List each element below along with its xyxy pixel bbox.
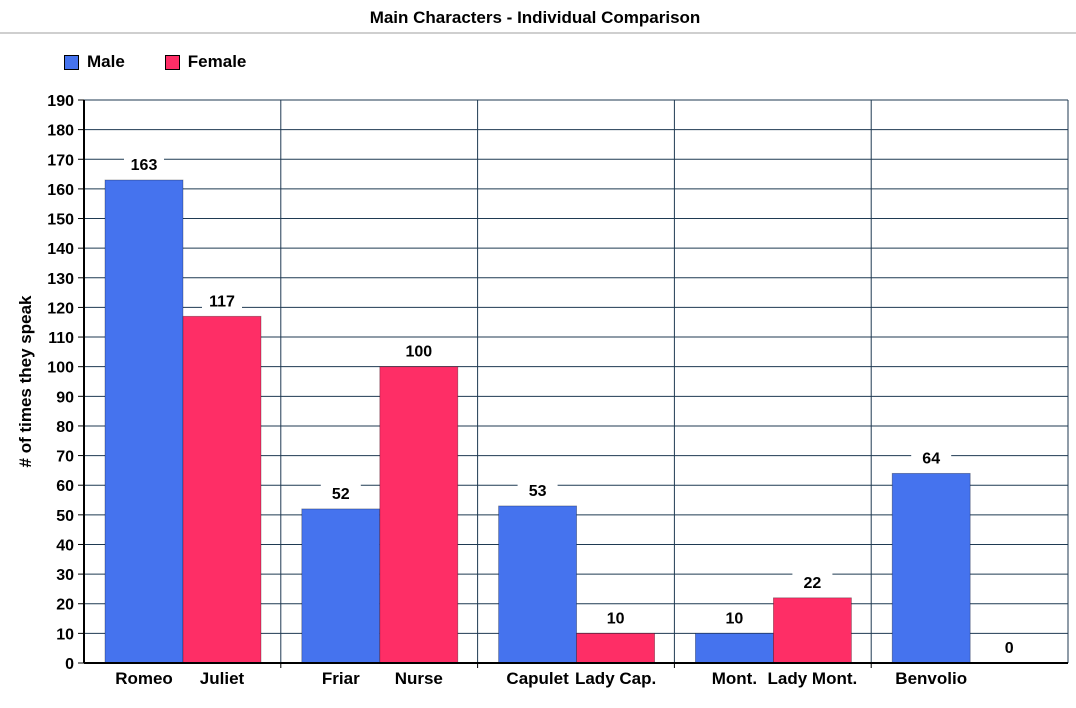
bar-female bbox=[379, 366, 459, 664]
data-label-male: 163 bbox=[131, 157, 158, 174]
y-tick-label: 120 bbox=[47, 300, 74, 317]
bar-male bbox=[498, 505, 578, 664]
chart-title: Main Characters - Individual Comparison bbox=[369, 8, 701, 27]
y-tick-label: 70 bbox=[56, 449, 74, 466]
data-label-female: 100 bbox=[405, 344, 432, 361]
y-tick-label: 160 bbox=[47, 182, 74, 199]
bar-female bbox=[182, 315, 262, 664]
y-tick-label: 190 bbox=[47, 93, 74, 110]
data-label-bg bbox=[398, 339, 439, 362]
data-label-bg bbox=[714, 606, 755, 629]
data-label-female: 10 bbox=[607, 610, 625, 627]
y-tick-label: 90 bbox=[56, 389, 74, 406]
y-tick-label: 170 bbox=[47, 152, 74, 169]
y-tick-label: 130 bbox=[47, 271, 74, 288]
legend-label-female: Female bbox=[187, 52, 247, 71]
legend: Male Female bbox=[64, 52, 246, 72]
y-tick-label: 180 bbox=[47, 123, 74, 140]
data-label-male: 52 bbox=[332, 486, 350, 503]
category-label-male: Romeo bbox=[115, 669, 173, 688]
data-label-bg bbox=[595, 606, 636, 629]
bar-male bbox=[104, 179, 184, 664]
bar-female bbox=[773, 597, 852, 664]
legend-label-male: Male bbox=[87, 52, 125, 71]
y-axis-title: # of times they speak bbox=[16, 295, 35, 468]
category-label-male: Friar bbox=[322, 669, 360, 688]
data-label-bg bbox=[517, 478, 558, 501]
data-label-bg bbox=[202, 289, 242, 312]
y-tick-label: 10 bbox=[56, 626, 74, 643]
data-label-female: 0 bbox=[1005, 640, 1014, 657]
category-label-female: Lady Mont. bbox=[768, 669, 858, 688]
bar-male bbox=[891, 472, 971, 664]
data-label-male: 53 bbox=[529, 483, 547, 500]
legend-item-female: Female bbox=[164, 52, 247, 72]
y-tick-label: 30 bbox=[56, 567, 74, 584]
data-label-bg bbox=[792, 570, 833, 593]
y-tick-label: 40 bbox=[56, 537, 74, 554]
category-label-female: Juliet bbox=[200, 669, 245, 688]
category-label-male: Capulet bbox=[506, 669, 569, 688]
data-label-female: 22 bbox=[804, 575, 822, 592]
data-label-male: 64 bbox=[922, 450, 940, 467]
y-tick-label: 50 bbox=[56, 508, 74, 525]
data-label-female: 117 bbox=[209, 293, 235, 310]
bar-female bbox=[576, 632, 655, 664]
y-tick-label: 110 bbox=[48, 330, 74, 347]
category-label-female: Lady Cap. bbox=[575, 669, 656, 688]
legend-swatch-male bbox=[64, 54, 79, 70]
y-tick-label: 100 bbox=[47, 360, 74, 377]
y-tick-label: 140 bbox=[47, 241, 74, 258]
category-label-male: Benvolio bbox=[895, 669, 967, 688]
bar-male bbox=[695, 632, 774, 664]
legend-swatch-female bbox=[164, 54, 180, 70]
data-label-bg bbox=[124, 153, 164, 176]
data-label-bg bbox=[989, 636, 1030, 658]
y-tick-label: 80 bbox=[56, 419, 74, 436]
category-label-male: Mont. bbox=[712, 669, 757, 688]
y-tick-label: 60 bbox=[56, 478, 74, 495]
data-label-bg bbox=[320, 481, 361, 504]
y-tick-label: 150 bbox=[47, 212, 74, 229]
category-label-female: Nurse bbox=[395, 669, 443, 688]
legend-item-male: Male bbox=[64, 52, 125, 72]
data-label-male: 10 bbox=[726, 610, 744, 627]
y-tick-label: 0 bbox=[65, 656, 74, 673]
y-tick-label: 20 bbox=[56, 597, 74, 614]
data-label-bg bbox=[911, 446, 952, 469]
title-divider bbox=[0, 32, 1076, 34]
bar-male bbox=[301, 508, 381, 664]
